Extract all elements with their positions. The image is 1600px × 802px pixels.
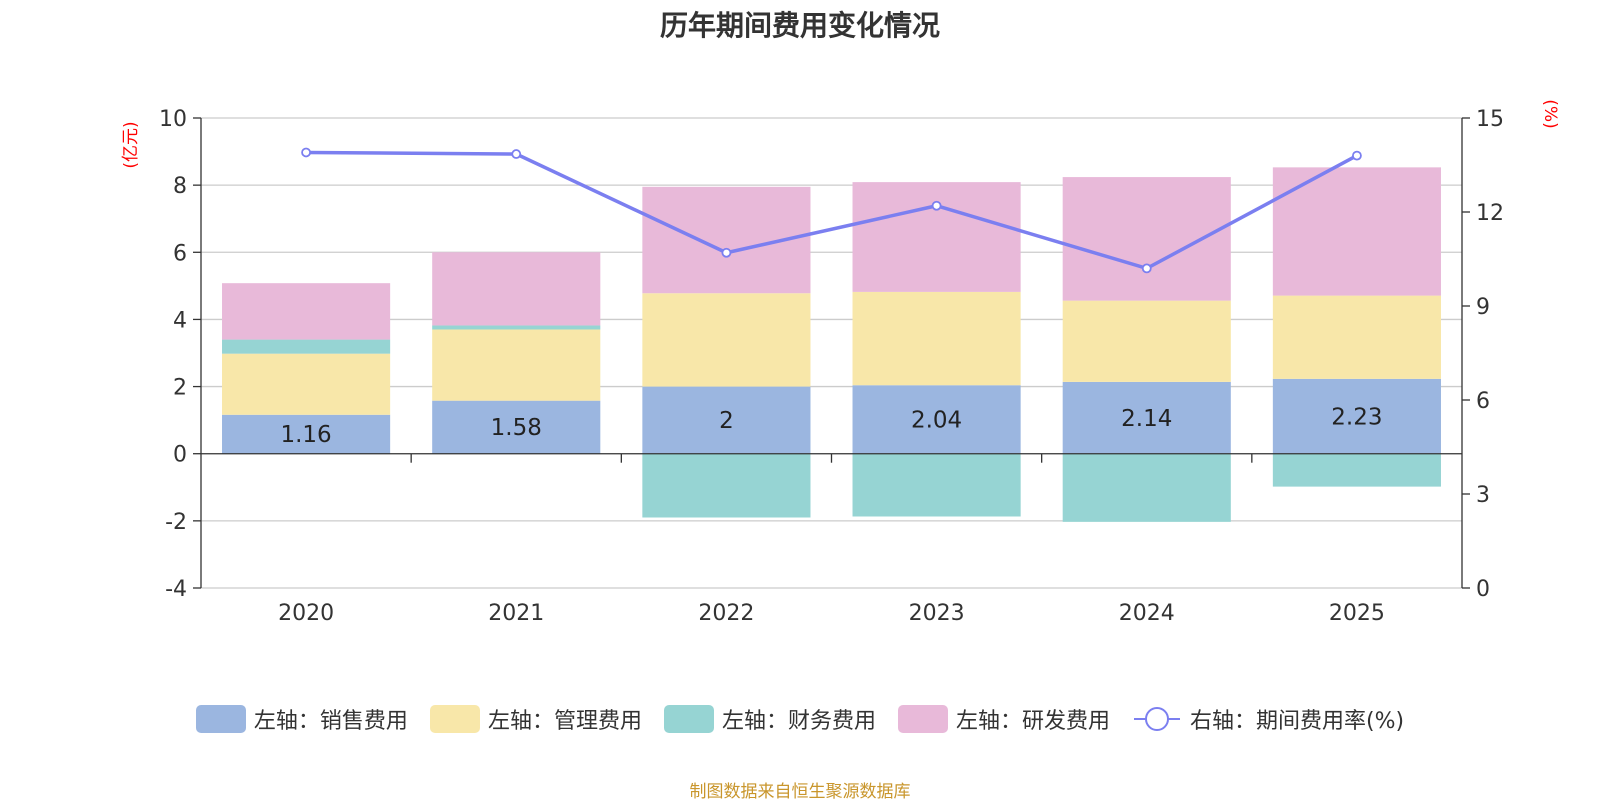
bar-marks: [222, 167, 1441, 522]
left-tick-label: 8: [173, 174, 187, 199]
legend-item[interactable]: 左轴：研发费用: [897, 703, 1110, 735]
data-labels: 1.16 1.58 2 2.04 2.14 2.23: [280, 404, 1382, 448]
bar-data-label: 2.23: [1331, 404, 1382, 430]
legend-swatch: [429, 705, 480, 733]
legend-label: 左轴：研发费用: [955, 709, 1110, 734]
line-series: [301, 147, 1362, 274]
x-tick-label: 2021: [488, 601, 544, 626]
left-tick-label: 10: [159, 107, 187, 132]
bar-segment: [1062, 381, 1231, 454]
x-tick-label: 2022: [698, 601, 754, 626]
bar-segment: [432, 329, 601, 401]
bar-segment: [222, 353, 391, 415]
x-tick-label: 2024: [1119, 601, 1175, 626]
bar-segment: [1062, 453, 1231, 522]
chart-title: 历年期间费用变化情况: [659, 9, 940, 42]
bar-data-label: 1.16: [280, 422, 331, 448]
legend-swatch: [897, 705, 948, 733]
bar-segment: [222, 414, 391, 454]
rate-point: [721, 247, 732, 258]
right-tick-label: 0: [1476, 577, 1490, 602]
right-tick-label: 3: [1476, 483, 1490, 508]
left-tick-label: -2: [165, 510, 187, 535]
legend-item[interactable]: 左轴：销售费用: [195, 703, 408, 735]
left-tick-label: 4: [173, 308, 187, 333]
legend-label: 右轴：期间费用率(%): [1189, 709, 1405, 734]
bar-data-label: 2: [719, 408, 734, 434]
right-axis-unit: (%): [1540, 99, 1560, 128]
gridlines: [201, 117, 1462, 589]
rate-point: [1352, 150, 1362, 161]
legend-item[interactable]: 左轴：财务费用: [663, 703, 876, 735]
x-tick-label: 2023: [909, 601, 965, 626]
bar-segment: [432, 252, 601, 326]
legend-item[interactable]: 左轴：管理费用: [429, 703, 642, 735]
bar-segment: [852, 182, 1021, 292]
right-tick-label: 12: [1476, 201, 1504, 226]
left-tick-label: 6: [173, 241, 187, 266]
source-note: 制图数据来自恒生聚源数据库: [689, 782, 911, 802]
bar-segment: [432, 400, 601, 454]
legend-line-marker-icon: [1133, 707, 1180, 731]
bar-segment: [642, 453, 811, 518]
legend-swatch: [195, 705, 246, 733]
bar-segment: [852, 385, 1021, 454]
bar-segment: [1272, 167, 1441, 296]
left-tick-label: 0: [173, 443, 187, 468]
bar-segment: [642, 386, 811, 454]
legend-label: 左轴：销售费用: [253, 709, 408, 734]
x-tick-label: 2020: [278, 601, 334, 626]
legend-label: 左轴：财务费用: [721, 709, 876, 734]
right-tick-label: 15: [1476, 107, 1504, 132]
bar-segment: [852, 291, 1021, 386]
left-axis-unit: (亿元): [121, 121, 141, 168]
bar-data-label: 1.58: [491, 415, 542, 441]
bar-segment: [1272, 378, 1441, 454]
legend: 左轴：销售费用 左轴：管理费用 左轴：财务费用 左轴：研发费用 右轴：期间费用率(%): [0, 703, 1600, 735]
legend-label: 左轴：管理费用: [487, 709, 642, 734]
legend-item[interactable]: 右轴：期间费用率(%): [1132, 703, 1404, 735]
bar-segment: [1272, 453, 1441, 487]
rate-point: [301, 147, 311, 158]
rate-point: [511, 149, 522, 159]
rate-line: [306, 150, 1358, 271]
axes: -4 -2 0 2 4 6 8 10 0 3 6 9 12 15 (亿元) (%) 2020 2021 2022 20…: [121, 99, 1560, 626]
bar-data-label: 2.14: [1121, 406, 1172, 432]
bar-segment: [1062, 177, 1231, 301]
right-tick-label: 6: [1476, 389, 1490, 414]
rate-point: [931, 200, 942, 211]
right-tick-label: 9: [1476, 295, 1490, 320]
bar-segment: [642, 293, 811, 387]
bar-data-label: 2.04: [911, 407, 962, 433]
x-tick-label: 2025: [1329, 601, 1385, 626]
left-tick-label: -4: [165, 577, 187, 602]
bar-segment: [222, 283, 391, 340]
bar-segment: [852, 453, 1021, 517]
left-tick-label: 2: [173, 376, 187, 401]
rate-point: [1141, 263, 1152, 274]
bar-segment: [1062, 300, 1231, 382]
bar-segment: [432, 325, 601, 330]
bar-segment: [222, 339, 391, 354]
bar-segment: [1272, 295, 1441, 379]
legend-swatch: [663, 705, 714, 733]
